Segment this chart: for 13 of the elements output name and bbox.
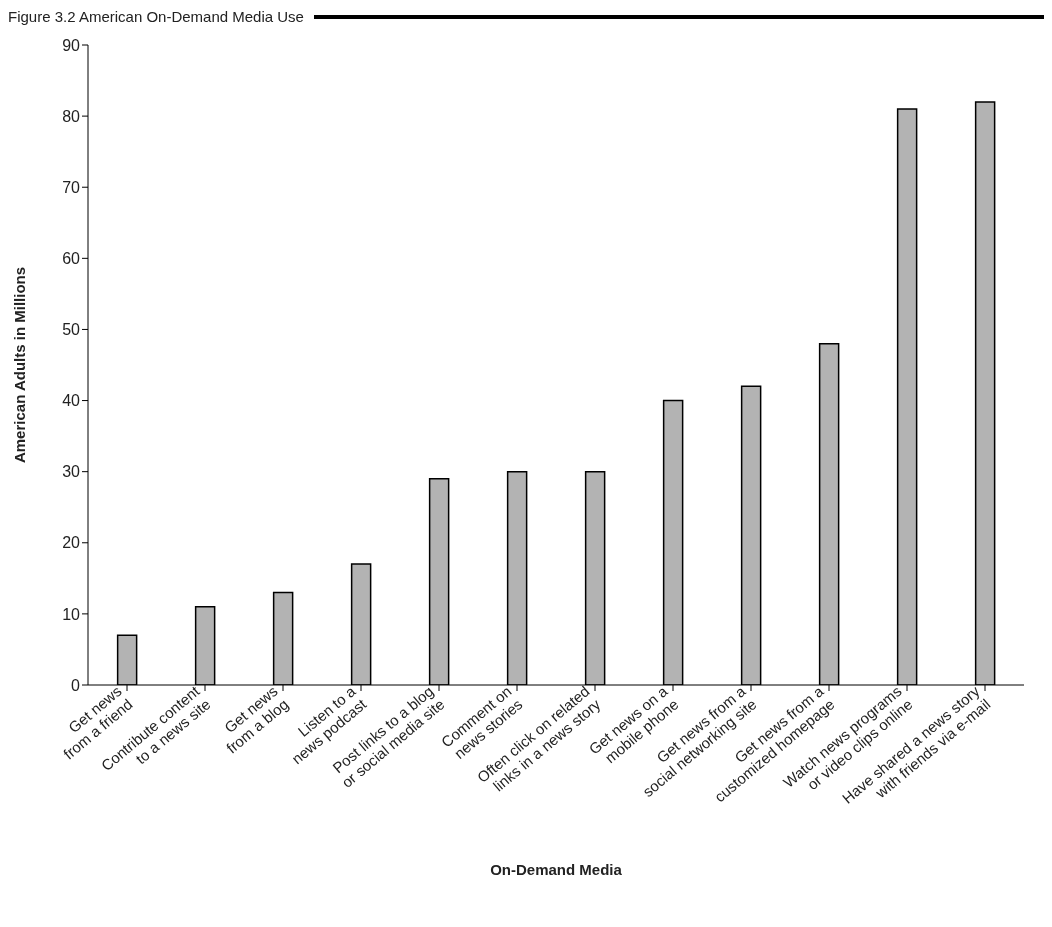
x-axis-title: On-Demand Media: [490, 861, 623, 878]
y-tick-label: 70: [62, 178, 81, 196]
y-tick-label: 30: [62, 463, 81, 481]
chart-title: Figure 3.2 American On-Demand Media Use: [8, 8, 304, 25]
y-tick-label: 20: [62, 534, 81, 552]
y-tick-label: 50: [62, 321, 81, 339]
y-tick-label: 90: [62, 36, 81, 54]
y-tick-label: 10: [62, 605, 81, 623]
y-tick-label: 80: [62, 107, 81, 125]
y-axis-title: American Adults in Millions: [11, 266, 29, 464]
y-tick-label: 0: [71, 676, 81, 694]
y-tick-label: 60: [62, 250, 81, 268]
y-tick-label: 40: [62, 392, 81, 410]
